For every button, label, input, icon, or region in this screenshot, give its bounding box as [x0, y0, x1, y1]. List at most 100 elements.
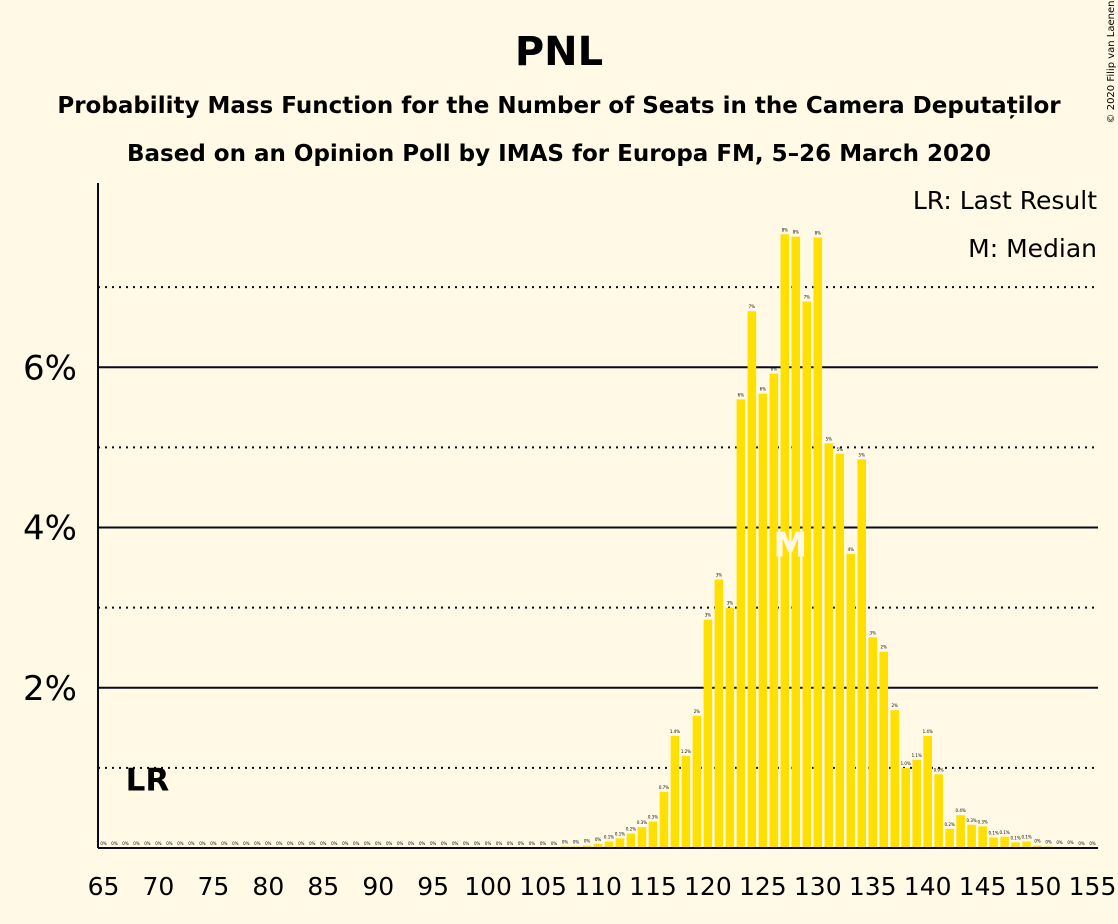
- data-label: 0%: [232, 841, 239, 846]
- bar: [703, 619, 713, 848]
- bar: [681, 755, 691, 848]
- bar: [769, 373, 779, 848]
- data-label: 0%: [496, 841, 503, 846]
- data-label: 5%: [859, 452, 866, 457]
- data-label: 0%: [1034, 839, 1041, 844]
- x-tick-label: 70: [143, 872, 175, 901]
- data-label: 0.1%: [604, 835, 614, 840]
- bars: [560, 234, 1075, 849]
- x-tick-label: 145: [959, 872, 1007, 901]
- data-label: 1.0%: [901, 761, 911, 766]
- data-label: 1.2%: [681, 749, 691, 754]
- data-label: 0%: [221, 841, 228, 846]
- x-tick-labels: 65 70 75 80 85 90 95 100 105 110 115 120 125 130 135 14…: [88, 872, 1117, 901]
- data-label: 6%: [760, 387, 767, 392]
- data-label: 0%: [595, 837, 602, 842]
- median-marker: M: [773, 526, 807, 566]
- data-label: 0%: [298, 841, 305, 846]
- bar: [791, 236, 801, 848]
- data-label: 0%: [364, 841, 371, 846]
- data-label: 0%: [441, 841, 448, 846]
- data-label: 0%: [562, 839, 569, 844]
- bar: [846, 553, 856, 848]
- data-label: 0.3%: [978, 819, 988, 824]
- data-label: 5%: [837, 447, 844, 452]
- data-label: 0.1%: [615, 831, 625, 836]
- y-tick-label: 2%: [23, 669, 77, 709]
- legend-median: M: Median: [968, 234, 1097, 263]
- chart-subtitle-1: Probability Mass Function for the Number…: [57, 93, 1061, 119]
- data-label: 0%: [1078, 841, 1085, 846]
- data-label: 0%: [397, 841, 404, 846]
- x-tick-label: 150: [1014, 872, 1062, 901]
- bar: [637, 827, 647, 848]
- data-label: 0.4%: [956, 808, 966, 813]
- data-label: 0%: [463, 841, 470, 846]
- data-label: 0%: [199, 841, 206, 846]
- data-label: 7%: [804, 295, 811, 300]
- data-label: 0%: [309, 841, 316, 846]
- legend-last-result: LR: Last Result: [913, 186, 1097, 215]
- data-label: 0%: [408, 841, 415, 846]
- x-tick-label: 130: [794, 872, 842, 901]
- data-label: 5%: [826, 436, 833, 441]
- bar: [626, 833, 636, 848]
- x-tick-label: 65: [88, 872, 120, 901]
- data-label: 0.1%: [1000, 830, 1010, 835]
- data-label: 0%: [353, 841, 360, 846]
- bar: [868, 637, 878, 848]
- bar: [692, 715, 702, 848]
- bar: [758, 393, 768, 848]
- bar: [934, 774, 943, 848]
- data-label: 0.3%: [648, 815, 658, 820]
- data-label: 0%: [1045, 839, 1052, 844]
- data-label: 0%: [155, 841, 162, 846]
- data-label: 0%: [452, 841, 459, 846]
- chart-subtitle-2: Based on an Opinion Poll by IMAS for Eur…: [127, 141, 991, 167]
- chart-title: PNL: [515, 29, 603, 75]
- x-tick-label: 90: [362, 872, 394, 901]
- data-label: 0.1%: [989, 831, 999, 836]
- x-tick-label: 100: [464, 872, 512, 901]
- bar: [989, 837, 998, 848]
- x-tick-label: 125: [739, 872, 787, 901]
- bar: [956, 815, 965, 848]
- bar: [967, 824, 976, 848]
- data-label: 0%: [100, 841, 107, 846]
- bar: [978, 826, 987, 848]
- copyright-notice: © 2020 Filip van Laenen: [1106, 1, 1117, 124]
- data-label: 0.1%: [1021, 835, 1031, 840]
- data-label: 0%: [342, 841, 349, 846]
- y-tick-label: 6%: [23, 348, 77, 388]
- bar: [890, 710, 899, 848]
- bar: [901, 767, 910, 848]
- data-label: 3%: [727, 601, 734, 606]
- x-tick-label: 105: [519, 872, 567, 901]
- data-label: 0%: [166, 841, 173, 846]
- data-label: 8%: [815, 230, 822, 235]
- data-label: 0%: [386, 841, 393, 846]
- data-label: 0%: [188, 841, 195, 846]
- data-label: 0%: [1067, 840, 1074, 845]
- x-tick-label: 85: [307, 872, 339, 901]
- y-tick-label: 4%: [23, 509, 77, 549]
- bar: [824, 443, 834, 848]
- data-label: 0%: [276, 841, 283, 846]
- bar: [923, 735, 932, 848]
- data-label: 2%: [892, 703, 899, 708]
- bar: [615, 838, 625, 848]
- bar: [747, 311, 757, 849]
- x-tick-label: 75: [197, 872, 229, 901]
- bar: [1011, 842, 1020, 848]
- x-tick-label: 155: [1069, 872, 1117, 901]
- bar: [802, 301, 812, 848]
- data-label: 0.7%: [659, 785, 669, 790]
- data-label: 8%: [782, 227, 789, 232]
- data-label: 0.2%: [945, 822, 955, 827]
- data-label: 0%: [485, 841, 492, 846]
- data-label: 0%: [518, 841, 525, 846]
- data-label: 0%: [177, 841, 184, 846]
- data-label: 0%: [1056, 840, 1063, 845]
